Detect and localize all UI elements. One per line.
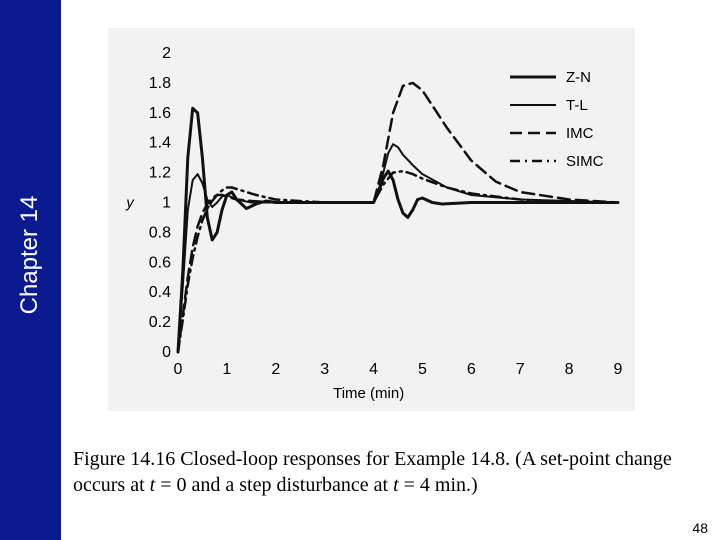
series-line-t-l [177,143,619,353]
legend-label: IMC [566,125,594,142]
legend-label: SIMC [566,153,604,170]
series-group [176,81,620,354]
series-line-simc [176,169,620,354]
x-tick-label: 4 [369,361,378,378]
x-tick-label: 5 [418,361,427,378]
y-tick-label: 1.6 [149,105,171,122]
figure-caption: Figure 14.16 Closed-loop responses for E… [73,446,698,498]
x-tick-label: 7 [516,361,525,378]
x-tick-label: 9 [614,361,623,378]
x-tick-label: 3 [320,361,329,378]
x-axis-label: Time (min) [333,385,404,402]
page-number: 48 [692,520,708,536]
x-tick-label: 2 [271,361,280,378]
y-tick-label: 1 [162,195,171,212]
legend: Z-N T-L IMC SIMC [510,69,604,170]
caption-t-symbol-2: t [393,474,399,496]
chapter-label: Chapter 14 [16,195,43,315]
figure-background [108,28,635,411]
series-line-imc [176,81,620,354]
legend-label: T-L [566,97,588,114]
x-tick-label: 0 [174,361,183,378]
y-tick-label: 0.2 [149,314,171,331]
legend-label: Z-N [566,69,591,86]
axes: 0 0.2 0.4 0.6 0.8 1 1.2 1.4 1.6 1.8 2 0 1 2 3 4 5 6 7 8 9 Tim… [125,45,622,402]
y-tick-label: 1.4 [149,135,171,152]
caption-t-symbol-1: t [149,474,156,496]
x-tick-label: 1 [222,361,231,378]
y-tick-label: 0.8 [149,224,171,241]
caption-text-3: = 4 min.) [398,474,478,496]
y-tick-label: 1.2 [149,165,171,182]
y-tick-label: 0 [162,344,171,361]
caption-text-1: Figure 14.16 Closed-loop responses for E… [73,448,672,496]
x-tick-label: 6 [467,361,476,378]
y-tick-label: 1.8 [149,75,171,92]
y-tick-label: 0.4 [149,284,171,301]
caption-text-2: = 0 and a step disturbance at [155,474,394,496]
x-tick-label: 8 [565,361,574,378]
series-line-z-n [176,106,620,354]
closed-loop-response-chart: 0 0.2 0.4 0.6 0.8 1 1.2 1.4 1.6 1.8 2 0 1 2 3 4 5 6 7 8 9 Tim… [125,45,622,402]
chapter-sidebar: Chapter 14 [0,0,61,540]
y-axis-label: y [125,195,135,212]
y-tick-label: 0.6 [149,254,171,271]
y-tick-label: 2 [162,45,171,62]
